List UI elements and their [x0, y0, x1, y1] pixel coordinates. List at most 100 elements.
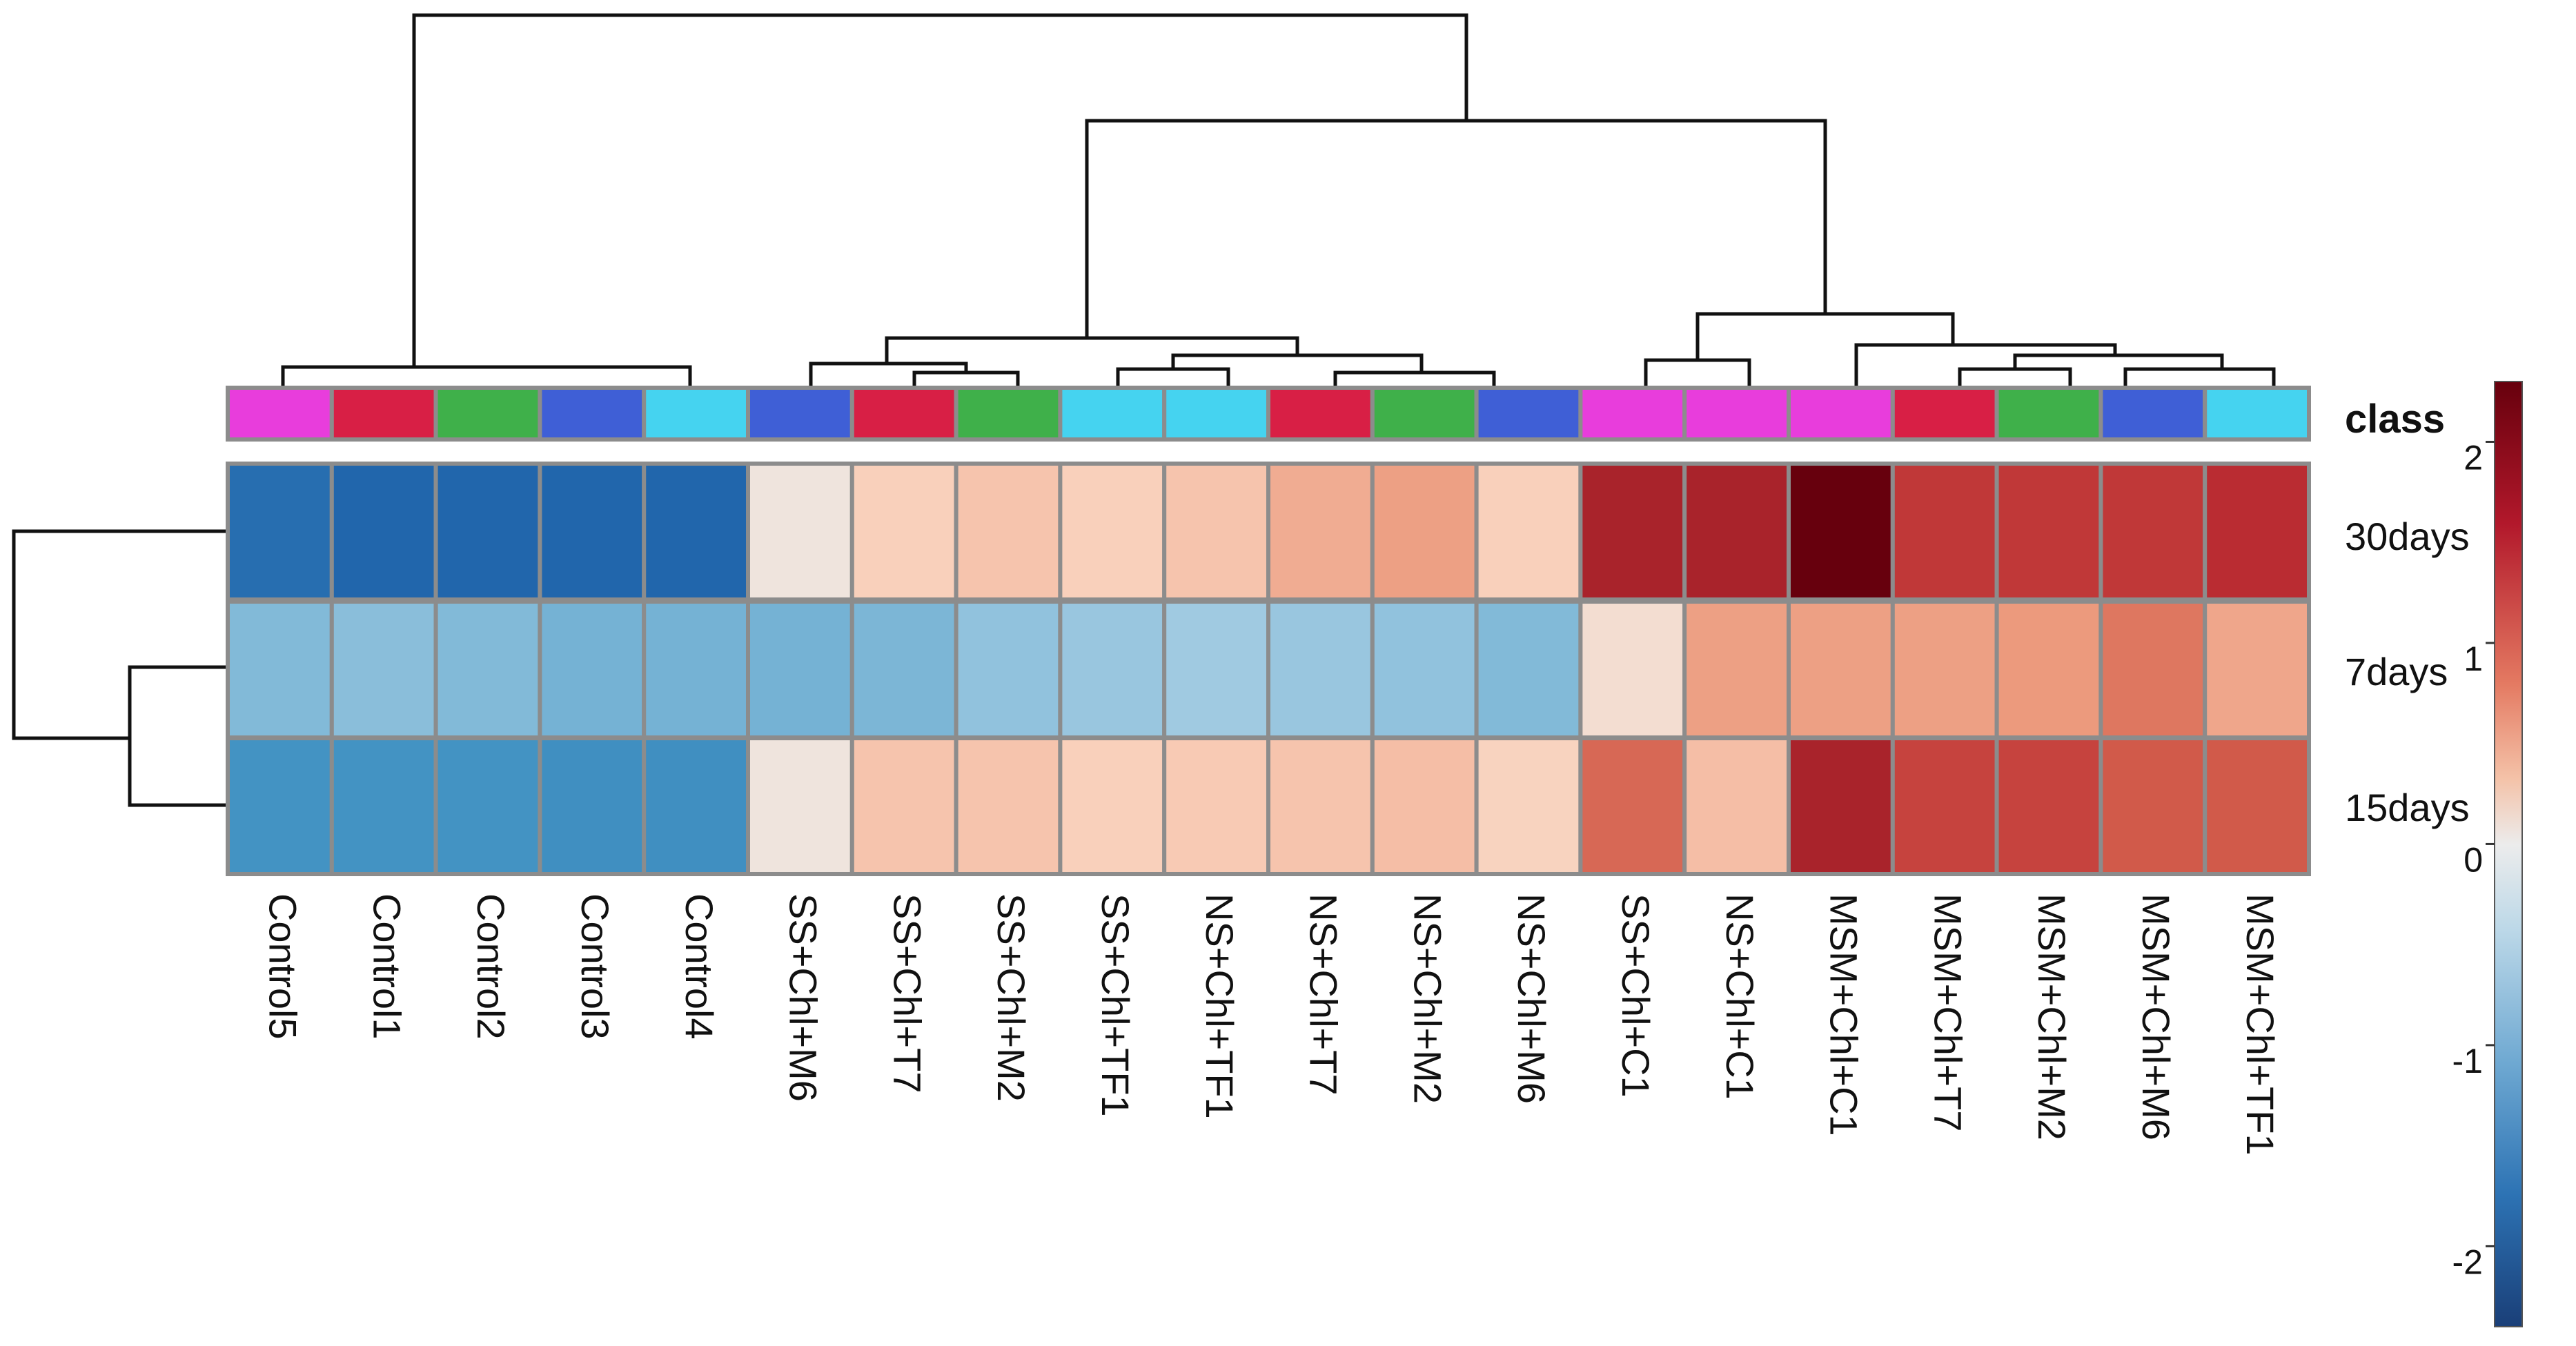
row-dendro-link-root	[12, 529, 230, 740]
heatmap-cell-15days-14	[1682, 736, 1791, 876]
col-dendro-link-ss	[809, 362, 968, 388]
heatmap-cell-30days-16	[1890, 462, 1999, 602]
heatmap-cell-7days-17	[1994, 600, 2103, 740]
heatmap-cell-30days-7	[954, 462, 1063, 602]
heatmap-cell-15days-5	[746, 736, 854, 876]
col-dendro-link-root	[412, 13, 1468, 369]
column-label-13: SS+Chl+C1	[1614, 893, 1658, 1098]
column-label-15: MSM+Chl+C1	[1822, 893, 1866, 1136]
heatmap-cell-15days-15	[1787, 736, 1895, 876]
column-label-5: SS+Chl+M6	[782, 893, 825, 1102]
row-dendrogram	[12, 529, 230, 807]
column-label-1: Control1	[365, 893, 409, 1040]
heatmap-cell-7days-8	[1058, 600, 1167, 740]
heatmap-cells	[226, 462, 2311, 876]
heatmap-cell-15days-0	[226, 736, 334, 876]
heatmap-cell-30days-1	[329, 462, 438, 602]
class-cell-11	[1370, 386, 1479, 442]
column-label-9: NS+Chl+TF1	[1198, 893, 1241, 1119]
column-label-18: MSM+Chl+M6	[2134, 893, 2178, 1140]
column-label-11: NS+Chl+M2	[1406, 893, 1449, 1104]
class-cell-3	[538, 386, 647, 442]
heatmap-cell-15days-1	[329, 736, 438, 876]
heatmap-cell-30days-14	[1682, 462, 1791, 602]
class-cell-1	[329, 386, 438, 442]
heatmap-cell-7days-16	[1890, 600, 1999, 740]
column-label-8: SS+Chl+TF1	[1094, 893, 1137, 1117]
col-dendro-link-ns-sub1	[1116, 367, 1230, 388]
heatmap-cell-30days-0	[226, 462, 334, 602]
heatmap-cell-30days-11	[1370, 462, 1479, 602]
heatmap-cell-7days-0	[226, 600, 334, 740]
heatmap-cell-7days-5	[746, 600, 854, 740]
heatmap-cell-7days-15	[1787, 600, 1895, 740]
col-dendro-link-treated	[1085, 119, 1827, 340]
row-label-15days: 15days	[2345, 786, 2470, 829]
heatmap-cell-15days-8	[1058, 736, 1167, 876]
heatmap-cell-15days-10	[1266, 736, 1375, 876]
column-label-12: NS+Chl+M6	[1510, 893, 1553, 1104]
heatmap-cell-15days-18	[2098, 736, 2208, 876]
heatmap-cell-30days-18	[2098, 462, 2208, 602]
colorbar-tick-label-4: -2	[2452, 1243, 2483, 1281]
heatmap-cell-30days-10	[1266, 462, 1375, 602]
column-labels: Control5 Control1 Control2 Control3 Control4…	[262, 893, 2282, 1156]
col-dendro-link-ss-ns	[885, 336, 1299, 366]
class-cell-0	[226, 386, 334, 442]
heatmap-cell-7days-13	[1578, 600, 1687, 740]
column-label-7: SS+Chl+M2	[990, 893, 1033, 1102]
heatmap-cell-30days-3	[538, 462, 647, 602]
heatmap-cell-7days-14	[1682, 600, 1791, 740]
heatmap-cell-7days-1	[329, 600, 438, 740]
class-cell-13	[1578, 386, 1687, 442]
col-dendro-link-msm-sub2	[1958, 367, 2072, 388]
col-dendro-link-msm	[1854, 343, 2117, 388]
heatmap-cell-15days-12	[1474, 736, 1583, 876]
col-dendro-link-c1	[1644, 358, 1751, 388]
column-label-4: Control4	[678, 893, 721, 1040]
class-row-label: class	[2345, 397, 2445, 442]
heatmap-cell-15days-3	[538, 736, 647, 876]
heatmap-cell-15days-11	[1370, 736, 1479, 876]
heatmap-cell-7days-7	[954, 600, 1063, 740]
heatmap-cell-7days-9	[1162, 600, 1270, 740]
heatmap-cell-15days-9	[1162, 736, 1270, 876]
heatmap-cell-15days-19	[2203, 736, 2311, 876]
heatmap-cell-15days-4	[642, 736, 751, 876]
class-cell-10	[1266, 386, 1375, 442]
class-cell-14	[1682, 386, 1791, 442]
col-dendro-link-ns	[1171, 353, 1424, 375]
heatmap-cell-7days-4	[642, 600, 751, 740]
col-dendro-link-msm-sub1	[2013, 353, 2224, 371]
colorbar	[2494, 381, 2523, 1327]
column-label-14: NS+Chl+C1	[1718, 893, 1762, 1100]
colorbar-ticks: 2 1 0 -1 -2	[2452, 438, 2495, 1281]
heatmap-cell-30days-19	[2203, 462, 2311, 602]
heatmap-cell-30days-17	[1994, 462, 2103, 602]
class-cell-18	[2098, 386, 2208, 442]
class-cell-17	[1994, 386, 2103, 442]
column-label-0: Control5	[262, 893, 305, 1040]
heatmap-cell-7days-2	[433, 600, 542, 740]
class-cell-7	[954, 386, 1063, 442]
heatmap-cell-30days-2	[433, 462, 542, 602]
heatmap-cell-30days-9	[1162, 462, 1270, 602]
heatmap-cell-30days-8	[1058, 462, 1167, 602]
heatmap-cell-15days-7	[954, 736, 1063, 876]
heatmap-cell-30days-15	[1787, 462, 1895, 602]
column-label-16: MSM+Chl+T7	[1926, 893, 1969, 1131]
class-cell-8	[1058, 386, 1167, 442]
heatmap-cell-30days-6	[849, 462, 958, 602]
heatmap-cell-15days-17	[1994, 736, 2103, 876]
heatmap-cell-15days-13	[1578, 736, 1687, 876]
column-label-6: SS+Chl+T7	[885, 893, 929, 1093]
heatmap-cell-7days-10	[1266, 600, 1375, 740]
column-dendrogram	[281, 13, 2276, 388]
heatmap-cell-7days-19	[2203, 600, 2311, 740]
column-label-10: NS+Chl+T7	[1302, 893, 1346, 1096]
heatmap-cell-30days-12	[1474, 462, 1583, 602]
class-cell-15	[1787, 386, 1895, 442]
colorbar-tick-label-1: 1	[2464, 640, 2483, 678]
heatmap-cell-30days-13	[1578, 462, 1687, 602]
